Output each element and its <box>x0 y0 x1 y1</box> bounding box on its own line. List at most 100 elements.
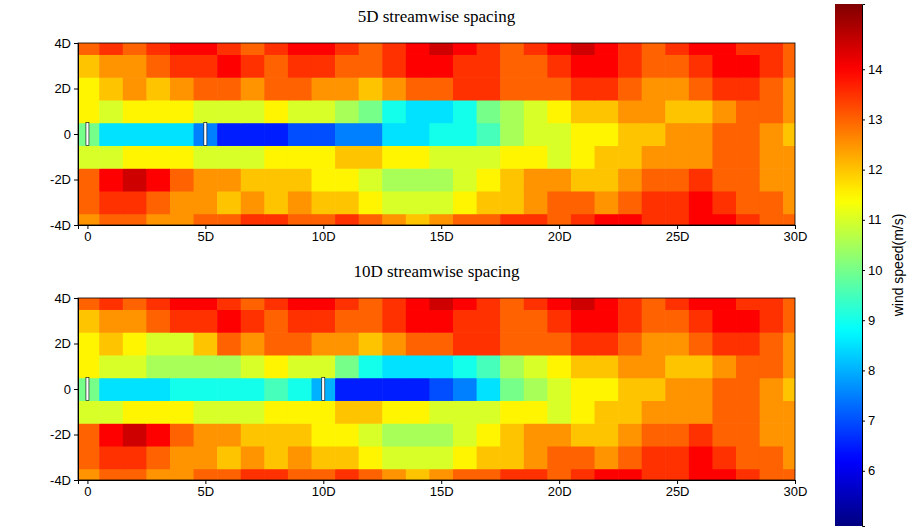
heatmap-cell <box>406 43 430 55</box>
heatmap-cell <box>618 400 642 423</box>
heatmap-cell <box>712 378 736 401</box>
heatmap-cell <box>217 469 241 480</box>
heatmap-cell <box>217 100 241 123</box>
heatmap-cell <box>453 43 477 55</box>
heatmap-cell <box>595 123 619 146</box>
y-axis: -4D-2D02D4D <box>50 291 78 488</box>
heatmap-cell <box>665 400 689 423</box>
heatmap-cell <box>547 43 571 55</box>
heatmap-cell <box>146 123 170 146</box>
heatmap-cell <box>288 77 312 100</box>
heatmap-cell <box>146 400 170 423</box>
heatmap-cell <box>500 77 524 100</box>
heatmap-cell <box>359 100 383 123</box>
heatmap-cell <box>429 332 453 355</box>
y-tick: -2D <box>50 172 78 187</box>
heatmap-cell <box>335 378 359 401</box>
heatmap-cell <box>78 309 100 332</box>
heatmap-cell <box>783 100 795 123</box>
chart-svg: 05D10D15D20D25D30D-4D-2D02D4D5D streamwi… <box>0 0 913 531</box>
heatmap-cell <box>194 446 218 469</box>
heatmap-cell <box>335 423 359 446</box>
heatmap-cell <box>429 43 453 55</box>
colorbar-tick-mark <box>862 119 865 120</box>
heatmap-cell <box>760 355 784 378</box>
heatmap-cell <box>689 378 713 401</box>
y-tick-mark <box>74 435 78 436</box>
heatmap-cell <box>500 355 524 378</box>
heatmap-cell <box>642 43 666 55</box>
heatmap-cell <box>217 446 241 469</box>
heatmap-cell <box>311 309 335 332</box>
heatmap-cell <box>170 298 194 310</box>
colorbar-tick-mark <box>862 471 865 472</box>
heatmap-cell <box>760 298 784 310</box>
heatmap-cell <box>783 168 795 191</box>
heatmap-cell <box>477 309 501 332</box>
heatmap-cell <box>477 43 501 55</box>
heatmap-cell <box>194 145 218 168</box>
heatmap-cell <box>241 43 265 55</box>
heatmap-cell <box>194 123 218 146</box>
heatmap-cell <box>477 77 501 100</box>
heatmap-cell <box>123 332 147 355</box>
heatmap-cell <box>359 123 383 146</box>
heatmap-cell <box>194 43 218 55</box>
heatmap-cell <box>99 469 123 480</box>
heatmap-cell <box>477 298 501 310</box>
heatmap-cell <box>642 446 666 469</box>
heatmap-cell <box>760 214 784 225</box>
heatmap-cell <box>642 355 666 378</box>
x-tick: 10D <box>312 480 336 499</box>
heatmap-cell <box>406 54 430 77</box>
heatmap-cell <box>241 54 265 77</box>
heatmap-cell <box>500 191 524 214</box>
heatmap-cell <box>712 214 736 225</box>
heatmap-cell <box>736 100 760 123</box>
heatmap-cell <box>123 355 147 378</box>
heatmap-cell <box>170 355 194 378</box>
heatmap-cell <box>359 332 383 355</box>
heatmap-cell <box>429 469 453 480</box>
heatmap-cell <box>170 469 194 480</box>
x-tick-label: 0 <box>84 484 91 499</box>
y-tick: 0 <box>64 127 78 142</box>
x-tick-label: 15D <box>430 229 454 244</box>
heatmap-cell <box>311 54 335 77</box>
heatmap-cell <box>406 309 430 332</box>
heatmap-cell <box>311 123 335 146</box>
heatmap-cell <box>288 469 312 480</box>
y-tick: 2D <box>54 336 78 351</box>
heatmap-cell <box>783 400 795 423</box>
heatmap-cell <box>689 446 713 469</box>
heatmap-cell <box>642 168 666 191</box>
heatmap-cell <box>595 423 619 446</box>
heatmap-cell <box>123 446 147 469</box>
heatmap-cell <box>760 100 784 123</box>
y-tick-mark <box>74 344 78 345</box>
heatmap-cell <box>99 168 123 191</box>
heatmap-cell <box>547 309 571 332</box>
heatmap-cell <box>241 123 265 146</box>
heatmap-cell <box>665 100 689 123</box>
heatmap-cell <box>736 214 760 225</box>
heatmap-cell <box>477 355 501 378</box>
heatmap-cell <box>217 214 241 225</box>
heatmap-cell <box>241 378 265 401</box>
heatmap-cell <box>689 54 713 77</box>
heatmap-cell <box>736 77 760 100</box>
heatmap-cell <box>311 446 335 469</box>
heatmap-cell <box>288 355 312 378</box>
heatmap-cell <box>194 309 218 332</box>
heatmap-cell <box>146 423 170 446</box>
heatmap-cell <box>99 298 123 310</box>
heatmap-cell <box>571 298 595 310</box>
heatmap-cell <box>123 309 147 332</box>
heatmap-cell <box>760 400 784 423</box>
heatmap-cell <box>264 332 288 355</box>
y-tick-label: 0 <box>64 127 71 142</box>
heatmap-cell <box>618 100 642 123</box>
heatmap-cell <box>406 145 430 168</box>
heatmap-cell <box>783 446 795 469</box>
heatmap-cell <box>783 355 795 378</box>
